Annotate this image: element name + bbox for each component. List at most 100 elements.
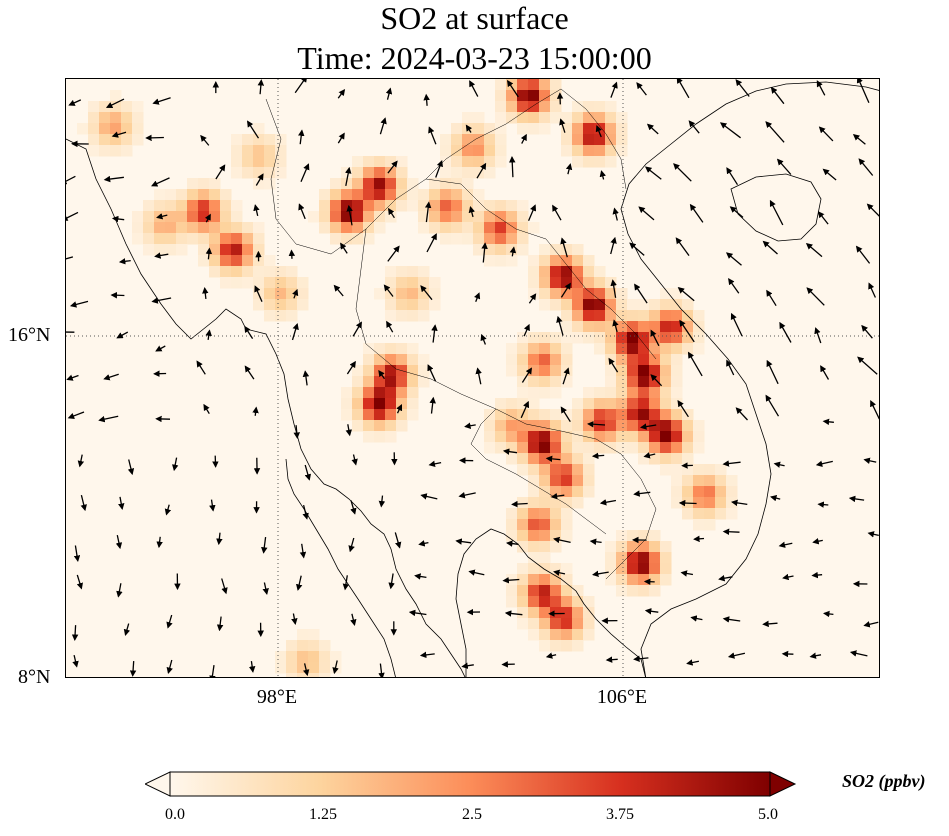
- wind-arrow: [378, 495, 386, 508]
- so2-cell: [550, 508, 562, 520]
- so2-cell: [539, 376, 551, 388]
- so2-cell: [671, 453, 683, 465]
- wind-arrow: [378, 663, 385, 677]
- so2-cell: [330, 651, 342, 663]
- so2-cell: [550, 541, 562, 553]
- so2-cell: [187, 211, 199, 223]
- so2-cell: [99, 145, 111, 157]
- so2-cell: [550, 244, 562, 256]
- so2-cell: [550, 497, 562, 509]
- so2-cell: [572, 332, 584, 344]
- so2-cell: [253, 178, 265, 190]
- so2-cell: [396, 409, 408, 421]
- so2-cell: [616, 299, 628, 311]
- so2-cell: [506, 365, 518, 377]
- so2-cell: [341, 167, 353, 179]
- so2-cell: [374, 387, 386, 399]
- wind-arrow: [116, 583, 123, 598]
- so2-cell: [605, 541, 617, 553]
- so2-cell: [484, 431, 496, 443]
- wind-arrow: [809, 652, 822, 659]
- so2-cell: [583, 277, 595, 289]
- wind-arrow: [288, 249, 296, 259]
- so2-cell: [704, 508, 716, 520]
- so2-cell: [198, 244, 210, 256]
- so2-cell: [473, 200, 485, 212]
- wind-arrow: [294, 79, 308, 94]
- so2-cell: [242, 145, 254, 157]
- wind-arrow: [464, 422, 476, 429]
- so2-cell: [517, 497, 529, 509]
- so2-cell: [715, 475, 727, 487]
- so2-cell: [583, 288, 595, 300]
- wind-arrow: [262, 582, 269, 595]
- so2-cell: [671, 288, 683, 300]
- so2-cell: [385, 310, 397, 322]
- wind-arrow: [111, 215, 125, 223]
- so2-cell: [462, 123, 474, 135]
- wind-arrow: [852, 133, 866, 145]
- so2-cell: [583, 453, 595, 465]
- so2-cell: [363, 156, 375, 168]
- so2-cell: [671, 442, 683, 454]
- so2-cell: [682, 321, 694, 333]
- so2-cell: [660, 574, 672, 586]
- so2-cell: [176, 200, 188, 212]
- so2-cell: [396, 288, 408, 300]
- so2-cell: [539, 508, 551, 520]
- so2-cell: [495, 112, 507, 124]
- so2-cell: [550, 101, 562, 113]
- so2-cell: [649, 453, 661, 465]
- so2-cell: [594, 266, 606, 278]
- wind-arrow: [388, 573, 395, 590]
- so2-cell: [605, 101, 617, 113]
- so2-cell: [88, 123, 100, 135]
- wind-arrow: [735, 407, 748, 421]
- so2-cell: [539, 266, 551, 278]
- so2-cell: [539, 640, 551, 652]
- wind-arrow: [504, 610, 523, 617]
- so2-cell: [132, 112, 144, 124]
- wind-arrow: [386, 320, 394, 333]
- so2-cell: [671, 420, 683, 432]
- so2-cell: [231, 167, 243, 179]
- so2-cell: [539, 552, 551, 564]
- so2-cell: [561, 332, 573, 344]
- so2-cell: [363, 189, 375, 201]
- so2-cell: [660, 409, 672, 421]
- so2-cell: [286, 277, 298, 289]
- wind-arrow: [76, 574, 83, 590]
- wind-arrow: [553, 536, 571, 544]
- so2-cell: [99, 123, 111, 135]
- so2-cell: [517, 541, 529, 553]
- so2-cell: [77, 123, 89, 135]
- so2-cell: [506, 409, 518, 421]
- so2-cell: [572, 607, 584, 619]
- so2-cell: [198, 211, 210, 223]
- so2-cell: [550, 486, 562, 498]
- wind-arrow: [727, 652, 746, 659]
- so2-cell: [550, 475, 562, 487]
- so2-cell: [539, 79, 551, 91]
- wind-arrow: [333, 284, 344, 297]
- border-line-3: [470, 408, 607, 535]
- wind-arrow: [151, 297, 172, 304]
- so2-cell: [616, 145, 628, 157]
- so2-cell: [253, 134, 265, 146]
- wind-arrow: [640, 423, 657, 430]
- so2-cell: [363, 211, 375, 223]
- so2-cell: [561, 596, 573, 608]
- so2-cell: [132, 101, 144, 113]
- so2-cell: [693, 486, 705, 498]
- wind-arrow: [770, 86, 785, 105]
- so2-cell: [341, 387, 353, 399]
- so2-cell: [220, 211, 232, 223]
- so2-cell: [561, 310, 573, 322]
- so2-cell: [627, 354, 639, 366]
- so2-cell: [121, 145, 133, 157]
- so2-cell: [693, 464, 705, 476]
- so2-cell: [495, 244, 507, 256]
- so2-cell: [539, 475, 551, 487]
- so2-cell: [517, 596, 529, 608]
- so2-cell: [506, 585, 518, 597]
